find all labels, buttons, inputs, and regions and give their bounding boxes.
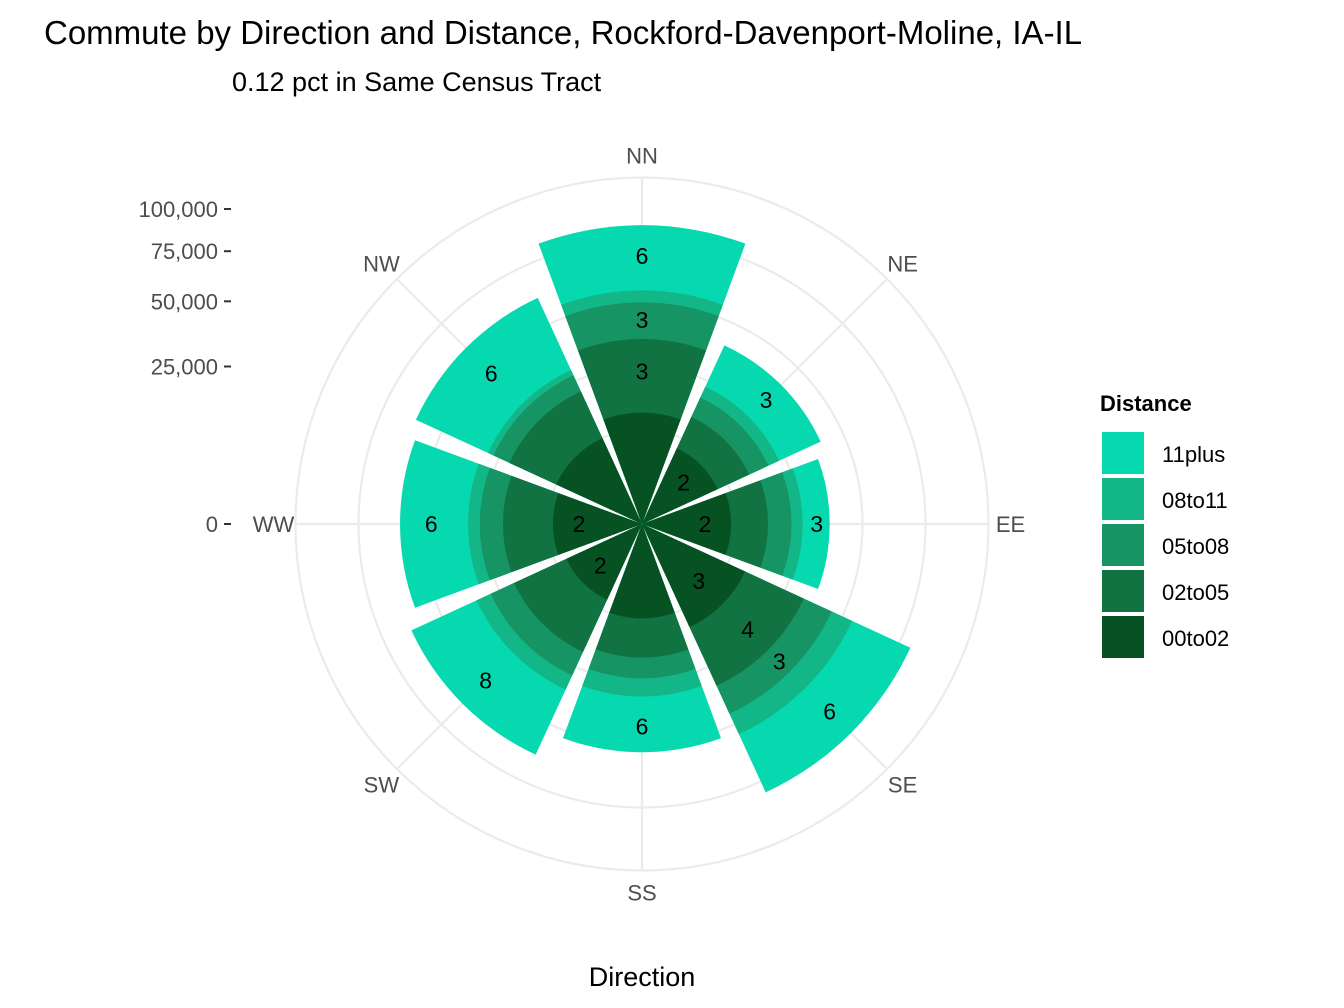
legend-title: Distance xyxy=(1100,391,1192,416)
legend-swatch-00to02 xyxy=(1102,616,1144,658)
bar-segment-ss-00to02 xyxy=(609,524,675,619)
segment-label: 6 xyxy=(636,713,649,739)
segment-label: 3 xyxy=(810,511,823,537)
direction-label-nw: NW xyxy=(363,251,400,276)
segment-label: 6 xyxy=(485,360,498,386)
direction-label-ww: WW xyxy=(253,512,295,537)
legend-label-08to11: 08to11 xyxy=(1162,488,1228,513)
bar-segment-ww-00to02 xyxy=(552,493,642,555)
segment-label: 3 xyxy=(773,648,786,674)
chart-title: Commute by Direction and Distance, Rockf… xyxy=(44,14,1082,51)
bar-segment-nw-00to02 xyxy=(556,438,642,524)
bar-segment-ee-00to02 xyxy=(642,493,732,555)
segment-label: 2 xyxy=(677,469,690,495)
segment-label: 8 xyxy=(479,667,492,693)
legend-swatch-02to05 xyxy=(1102,570,1144,612)
segment-label: 6 xyxy=(823,699,836,725)
direction-label-nn: NN xyxy=(626,144,658,169)
segment-label: 4 xyxy=(741,617,754,643)
legend-label-00to02: 00to02 xyxy=(1162,626,1229,651)
radial-axis: 0 25,000 50,000 75,000 100,000 xyxy=(138,197,231,537)
legend: Distance 11plus 08to11 05to08 02to05 00to02 xyxy=(1100,391,1229,658)
bar-segment-sw-00to02 xyxy=(566,524,642,600)
y-tick-label: 75,000 xyxy=(151,239,218,264)
x-axis-label: Direction xyxy=(589,962,696,992)
legend-swatch-05to08 xyxy=(1102,524,1144,566)
legend-swatch-11plus xyxy=(1102,432,1144,474)
segment-label: 2 xyxy=(573,511,586,537)
bar-segment-ne-00to02 xyxy=(642,448,718,524)
segment-label: 6 xyxy=(636,243,649,269)
y-tick-label: 25,000 xyxy=(151,355,218,380)
legend-swatch-08to11 xyxy=(1102,478,1144,520)
chart-subtitle: 0.12 pct in Same Census Tract xyxy=(232,67,602,97)
legend-label-11plus: 11plus xyxy=(1162,442,1225,467)
direction-label-sw: SW xyxy=(364,773,400,798)
segment-label: 3 xyxy=(636,358,649,384)
segment-label: 3 xyxy=(692,568,705,594)
legend-label-05to08: 05to08 xyxy=(1162,534,1229,559)
segment-label: 3 xyxy=(636,307,649,333)
segment-label: 6 xyxy=(425,511,438,537)
direction-label-ee: EE xyxy=(996,512,1025,537)
segment-label: 2 xyxy=(699,511,712,537)
y-tick-label: 0 xyxy=(206,512,218,537)
direction-label-ne: NE xyxy=(887,251,918,276)
bar-segment-se-00to02 xyxy=(642,524,746,628)
bar-segments xyxy=(400,225,911,793)
segment-label: 3 xyxy=(760,387,773,413)
segment-label: 2 xyxy=(594,553,607,579)
y-tick-label: 100,000 xyxy=(138,197,218,222)
bar-segment-nn-00to02 xyxy=(603,412,681,524)
legend-label-02to05: 02to05 xyxy=(1162,580,1229,605)
direction-label-ss: SS xyxy=(627,881,656,906)
direction-labels: NN NE EE SE SS SW WW NW xyxy=(253,144,1025,906)
y-tick-label: 50,000 xyxy=(151,289,218,314)
direction-label-se: SE xyxy=(888,773,917,798)
